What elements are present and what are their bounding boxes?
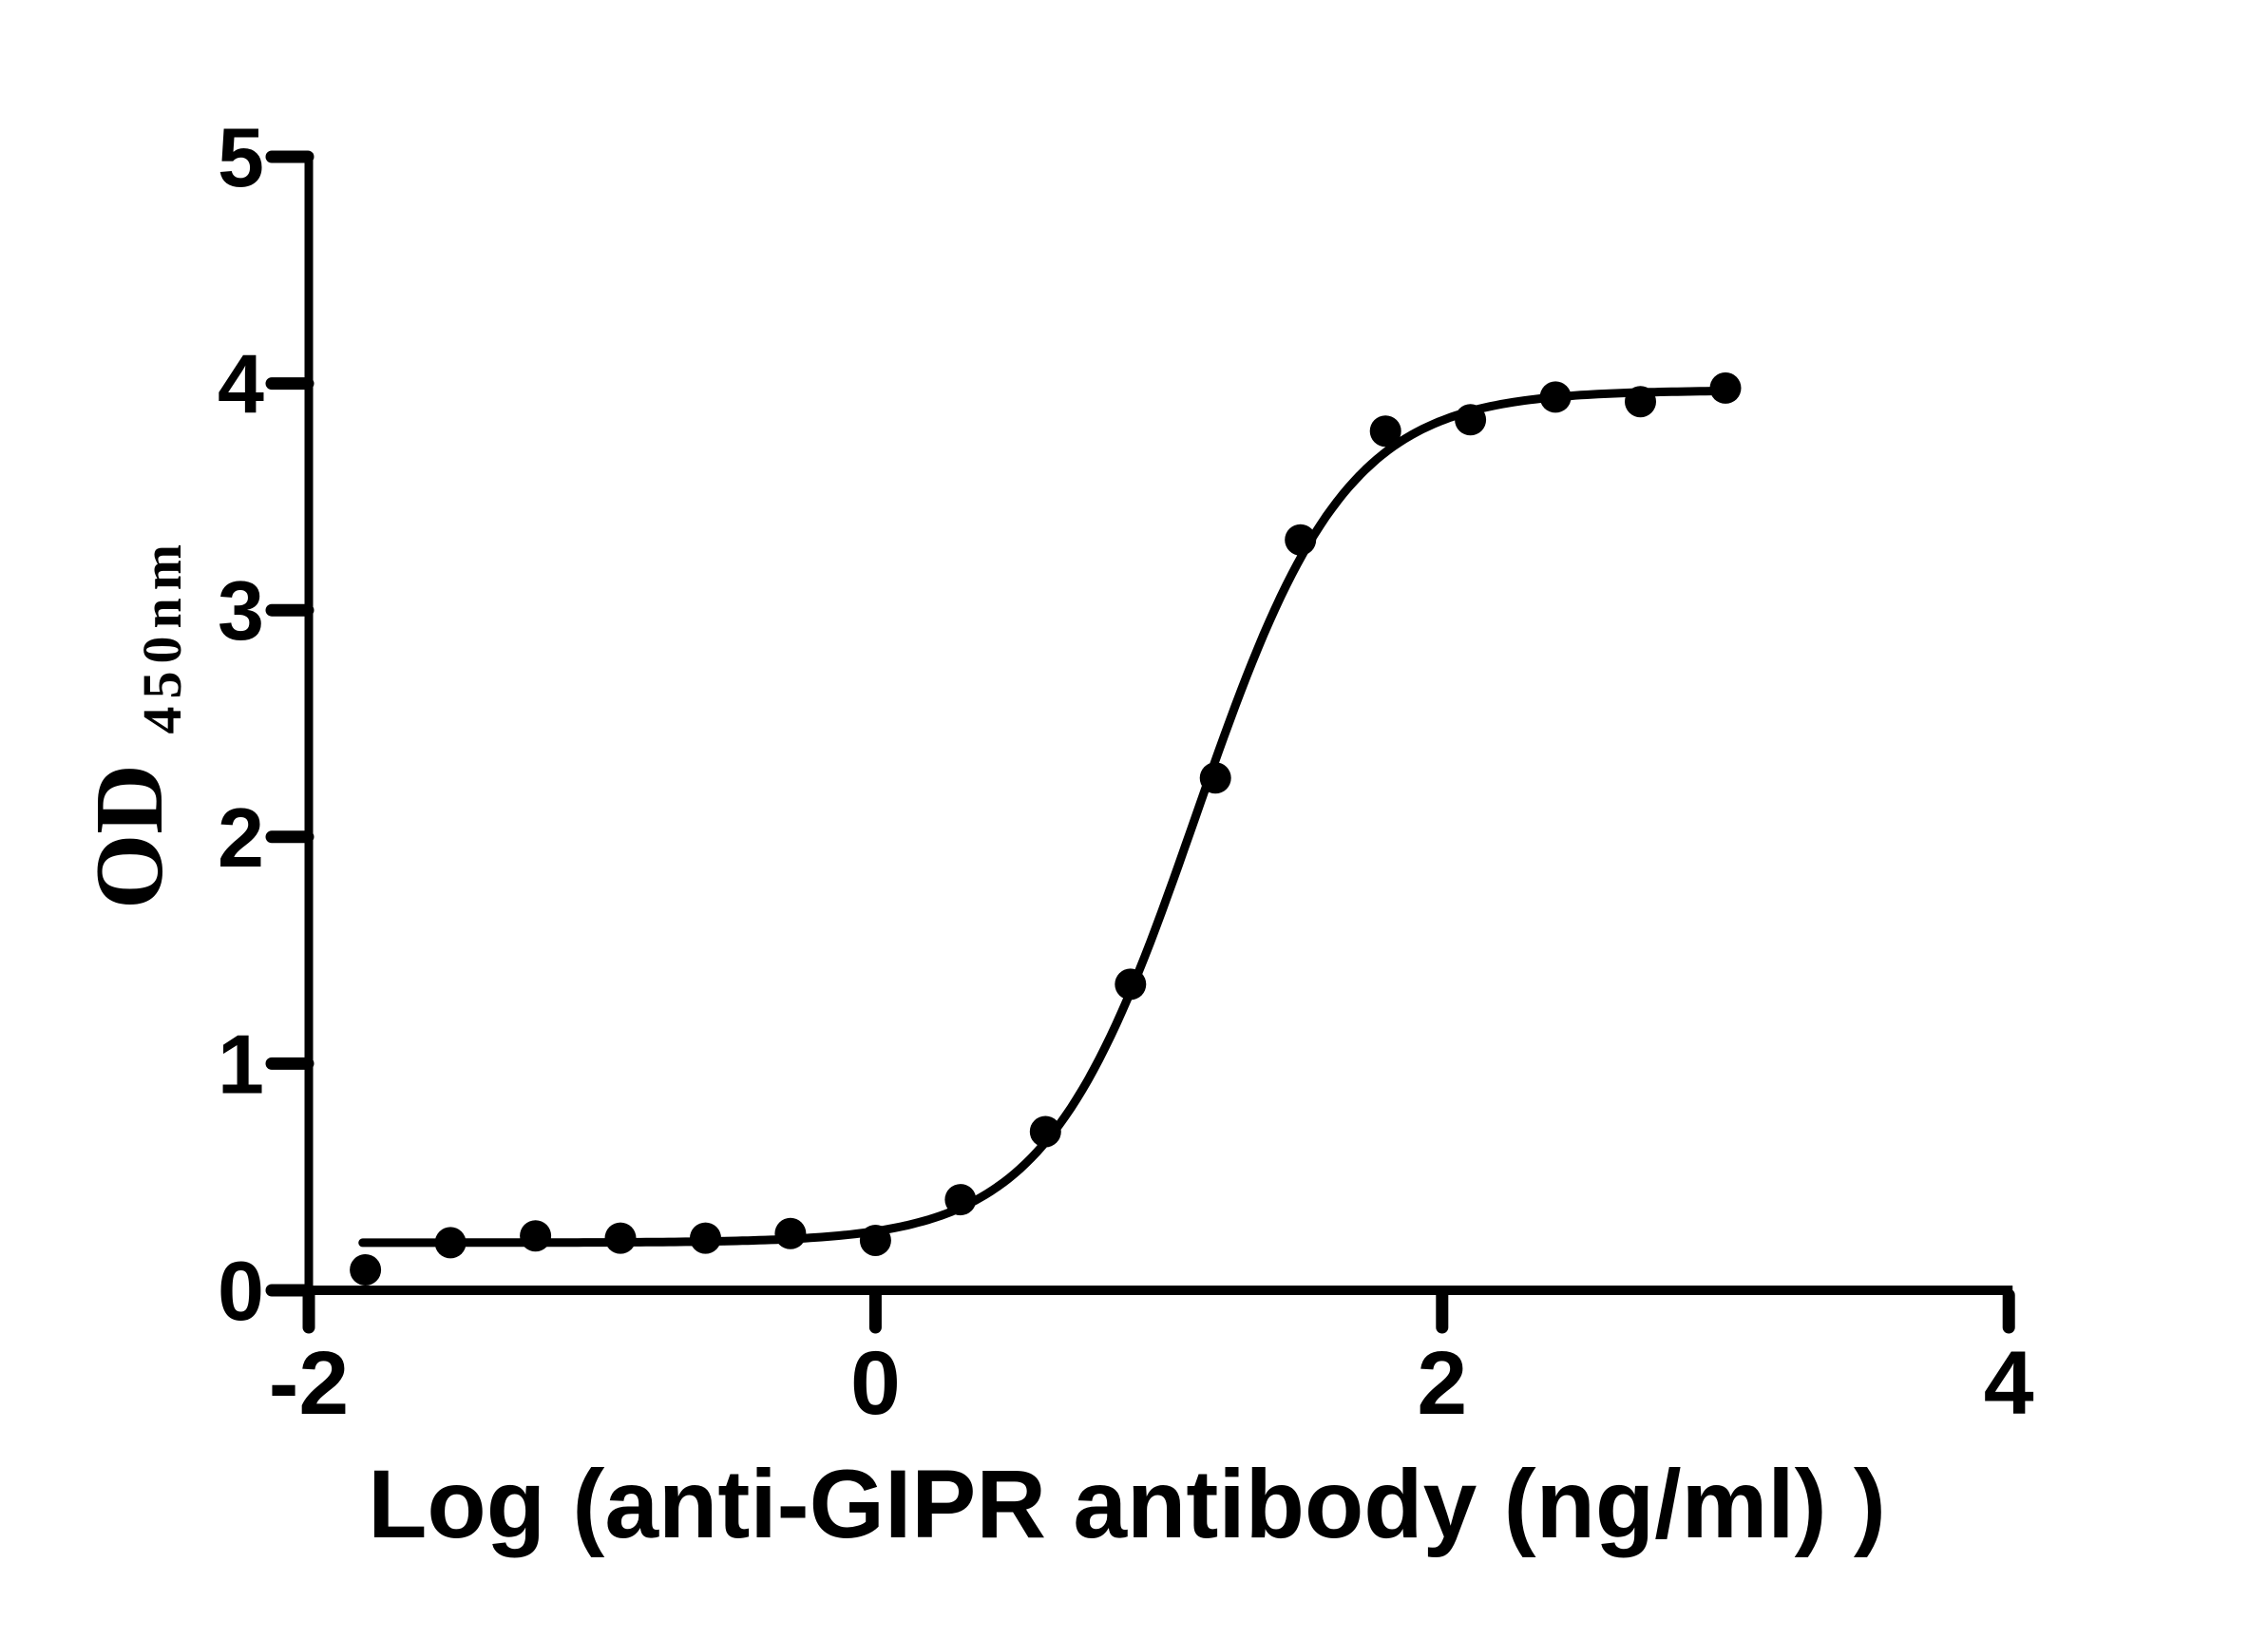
y-tick-label: 2 (218, 791, 264, 885)
y-tick-label: 1 (218, 1017, 264, 1111)
data-point (690, 1222, 721, 1254)
data-point (859, 1225, 891, 1256)
data-point (520, 1220, 552, 1252)
data-point (944, 1184, 977, 1216)
data-point (1199, 762, 1231, 794)
data-point (1285, 524, 1317, 556)
x-tick-label: 0 (850, 1333, 901, 1434)
x-axis-title: Log (anti-GIPR antibody (ng/ml) ) (368, 1450, 1886, 1558)
y-tick-label: 4 (218, 337, 264, 431)
axes (304, 153, 2013, 1295)
y-tick-label: 3 (218, 563, 264, 658)
x-tick-label: 4 (1984, 1333, 2034, 1434)
y-axis-title-subscript: 450nm (131, 537, 193, 734)
data-point (1539, 381, 1572, 413)
data-point (1115, 968, 1147, 1001)
data-point (1625, 386, 1656, 418)
data-point (1369, 415, 1401, 448)
data-point (1709, 372, 1742, 404)
y-tick-label: 0 (218, 1244, 264, 1338)
data-point (434, 1227, 467, 1259)
data-point (774, 1217, 807, 1249)
x-tick-label: -2 (269, 1333, 349, 1434)
axis-ticks (265, 150, 2015, 1334)
data-point (604, 1222, 637, 1254)
data-point (1455, 404, 1487, 436)
y-axis-title-main: OD (76, 764, 183, 909)
data-point (350, 1254, 382, 1286)
fit-curve (358, 387, 1730, 1248)
data-point (1029, 1115, 1061, 1148)
x-tick-label: 2 (1417, 1333, 1467, 1434)
y-axis-title: OD 450nm (76, 537, 193, 909)
data-points (350, 372, 1742, 1286)
y-tick-label: 5 (218, 110, 264, 204)
